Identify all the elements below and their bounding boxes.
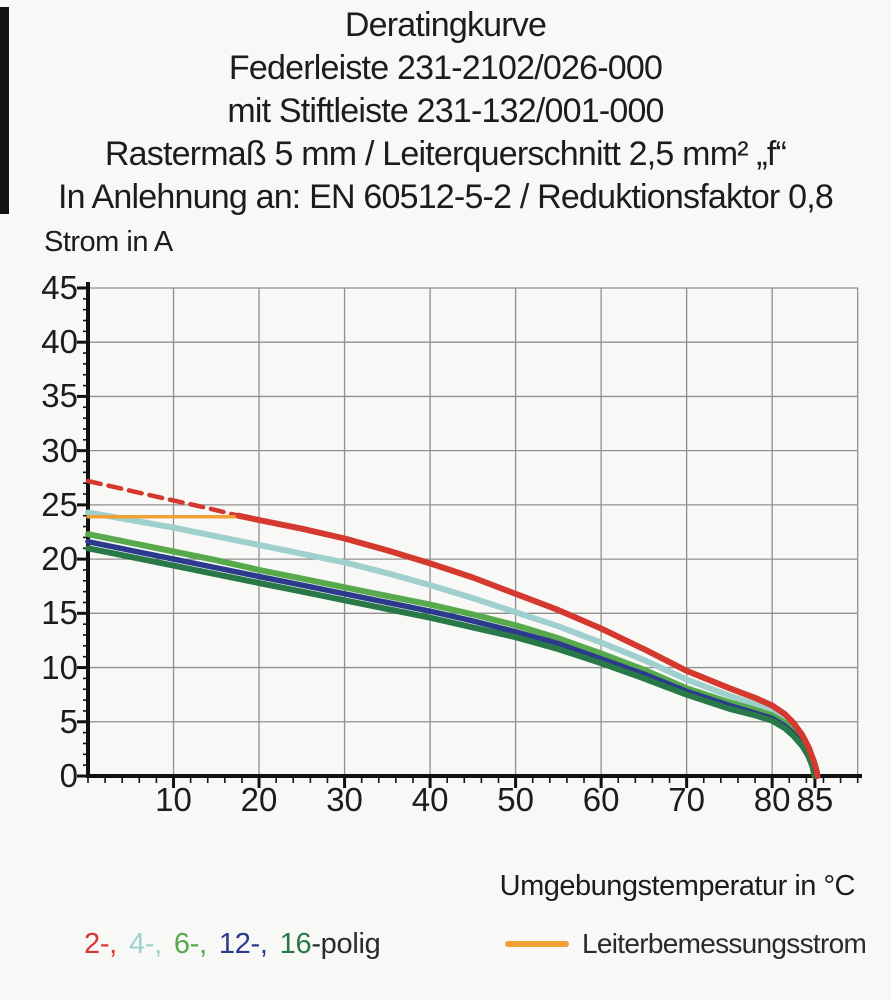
title-line-1: Deratingkurve <box>344 6 547 44</box>
series-2-polig <box>235 512 821 779</box>
poles-legend-entry: 4-, <box>128 928 162 960</box>
y-tick-label: 5 <box>59 702 78 740</box>
chart-title-block: Deratingkurve Federleiste 231-2102/026-0… <box>0 4 891 219</box>
y-tick-label: 10 <box>41 648 78 686</box>
title-line-5: In Anlehnung an: EN 60512-5-2 / Reduktio… <box>58 178 834 216</box>
series-16-polig <box>85 545 818 779</box>
poles-legend-suffix: -polig <box>311 928 381 960</box>
title-line-4: Rastermaß 5 mm / Leiterquerschnitt 2,5 m… <box>104 135 787 173</box>
x-tick-label: 60 <box>582 781 620 818</box>
y-tick-label: 35 <box>41 377 78 415</box>
title-line-3: mit Stiftleiste 231-132/001-000 <box>227 92 664 130</box>
title-line-2: Federleiste 231-2102/026-000 <box>228 49 663 87</box>
poles-legend-entry: 6-, <box>173 928 207 960</box>
series-12-polig <box>85 538 818 779</box>
rated-current-legend: Leiterbemessungsstrom <box>505 928 867 960</box>
x-tick-label: 80 <box>753 781 791 818</box>
x-tick-label: 85 <box>796 781 834 818</box>
series-4-polig <box>85 509 820 779</box>
y-tick-label: 25 <box>41 485 78 523</box>
rated-current-line-swatch <box>505 941 569 947</box>
x-tick-label: 40 <box>411 781 449 818</box>
x-tick-label: 70 <box>668 781 705 818</box>
x-tick-label: 50 <box>497 781 534 818</box>
x-tick-label: 30 <box>326 781 363 818</box>
y-tick-label: 15 <box>41 594 78 632</box>
series-2-polig-gestrichelt-extrapolation- <box>85 478 241 518</box>
x-tick-label: 10 <box>155 781 192 818</box>
rated-current-legend-label: Leiterbemessungsstrom <box>582 928 867 959</box>
y-tick-label: 45 <box>41 268 78 306</box>
x-axis-title: Umgebungstemperatur in °C <box>499 870 856 902</box>
y-tick-label: 0 <box>59 756 78 794</box>
y-tick-label: 30 <box>41 431 78 469</box>
poles-legend-entry: 2-, <box>84 928 117 960</box>
y-tick-label: 20 <box>41 539 78 577</box>
poles-legend-entry: 12-, <box>218 928 268 960</box>
y-axis-title: Strom in A <box>44 226 173 258</box>
y-tick-label: 40 <box>41 323 78 361</box>
poles-legend-entry: 16 <box>279 928 312 960</box>
poles-legend: 2-, 4-, 6-, 12-, 16-polig <box>84 928 381 961</box>
x-tick-label: 20 <box>240 781 278 818</box>
scan-edge-artifact <box>0 7 9 214</box>
